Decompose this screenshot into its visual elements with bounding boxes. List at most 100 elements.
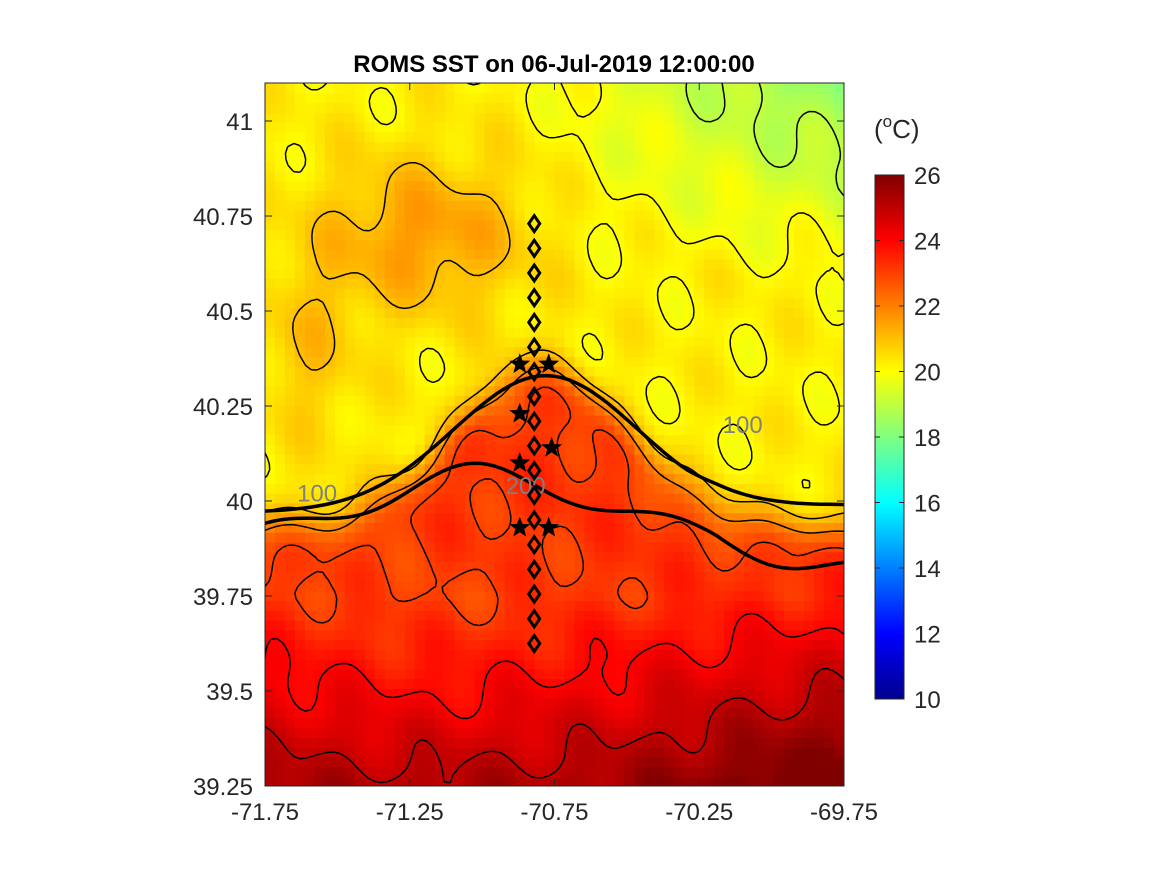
sst-cell: [394, 229, 406, 240]
sst-cell: [634, 756, 645, 768]
sst-cell: [604, 620, 615, 631]
sst-cell: [594, 756, 606, 768]
sst-cell: [364, 717, 376, 729]
sst-cell: [274, 83, 286, 94]
sst-cell: [694, 688, 705, 699]
sst-cell: [614, 395, 625, 406]
sst-cell: [314, 444, 326, 455]
sst-cell: [364, 639, 376, 650]
sst-cell: [534, 717, 546, 729]
sst-cell: [324, 659, 336, 670]
sst-cell: [684, 405, 695, 416]
sst-cell: [714, 414, 725, 426]
sst-cell: [404, 288, 416, 299]
sst-cell: [424, 112, 436, 123]
sst-cell: [654, 483, 665, 494]
sst-cell: [514, 610, 526, 621]
sst-cell: [604, 102, 615, 113]
sst-cell: [265, 756, 276, 768]
sst-cell: [444, 161, 456, 172]
sst-cell: [424, 698, 436, 709]
sst-cell: [694, 131, 705, 143]
sst-cell: [494, 395, 506, 406]
sst-cell: [524, 532, 536, 543]
sst-cell: [714, 356, 725, 367]
sst-cell: [454, 756, 466, 768]
sst-cell: [724, 639, 735, 650]
sst-cell: [274, 375, 286, 387]
sst-cell: [794, 288, 805, 299]
sst-cell: [404, 766, 416, 777]
sst-cell: [734, 473, 745, 484]
sst-cell: [514, 83, 526, 94]
sst-cell: [654, 200, 665, 211]
sst-cell: [464, 131, 476, 143]
sst-cell: [784, 698, 795, 709]
sst-cell: [664, 141, 675, 152]
sst-cell: [724, 532, 735, 543]
sst-cell: [834, 707, 844, 719]
sst-cell: [584, 278, 596, 289]
sst-cell: [534, 610, 546, 621]
sst-cell: [504, 209, 516, 221]
sst-cell: [644, 112, 655, 123]
sst-cell: [784, 219, 795, 231]
sst-cell: [594, 444, 606, 455]
sst-cell: [524, 336, 536, 348]
sst-cell: [414, 307, 426, 318]
sst-cell: [804, 258, 815, 270]
sst-cell: [754, 522, 765, 533]
sst-cell: [334, 766, 346, 777]
sst-cell: [294, 454, 306, 465]
sst-cell: [694, 219, 705, 231]
sst-cell: [814, 493, 825, 504]
sst-cell: [274, 776, 286, 786]
sst-cell: [454, 141, 466, 152]
sst-cell: [314, 297, 326, 309]
sst-cell: [524, 668, 536, 680]
sst-cell: [324, 151, 336, 162]
sst-cell: [684, 209, 695, 221]
sst-cell: [674, 180, 685, 191]
sst-cell: [674, 727, 685, 738]
sst-cell: [524, 737, 536, 748]
sst-cell: [704, 366, 715, 377]
sst-cell: [794, 170, 805, 182]
sst-cell: [574, 278, 586, 289]
sst-cell: [324, 532, 336, 543]
sst-cell: [524, 161, 536, 172]
sst-cell: [654, 678, 665, 689]
sst-cell: [614, 727, 625, 738]
sst-cell: [704, 434, 715, 445]
sst-cell: [664, 112, 675, 123]
sst-cell: [544, 454, 556, 465]
sst-cell: [654, 239, 665, 250]
sst-cell: [794, 610, 805, 621]
sst-cell: [274, 659, 286, 670]
sst-cell: [724, 434, 735, 445]
sst-cell: [404, 317, 416, 328]
sst-cell: [394, 190, 406, 201]
sst-cell: [574, 707, 586, 719]
sst-cell: [614, 366, 625, 377]
sst-cell: [804, 141, 815, 152]
sst-cell: [294, 620, 306, 631]
sst-cell: [454, 502, 466, 514]
sst-cell: [294, 766, 306, 777]
sst-cell: [604, 229, 615, 240]
sst-cell: [364, 336, 376, 348]
sst-cell: [614, 463, 625, 475]
sst-cell: [704, 620, 715, 631]
sst-cell: [624, 151, 635, 162]
sst-cell: [554, 356, 566, 367]
sst-cell: [654, 219, 665, 231]
sst-cell: [414, 727, 426, 738]
sst-cell: [814, 209, 825, 221]
sst-cell: [354, 454, 366, 465]
sst-cell: [714, 307, 725, 318]
sst-cell: [504, 444, 516, 455]
sst-cell: [534, 737, 546, 748]
sst-cell: [824, 151, 835, 162]
sst-cell: [424, 717, 436, 729]
sst-cell: [604, 346, 615, 357]
